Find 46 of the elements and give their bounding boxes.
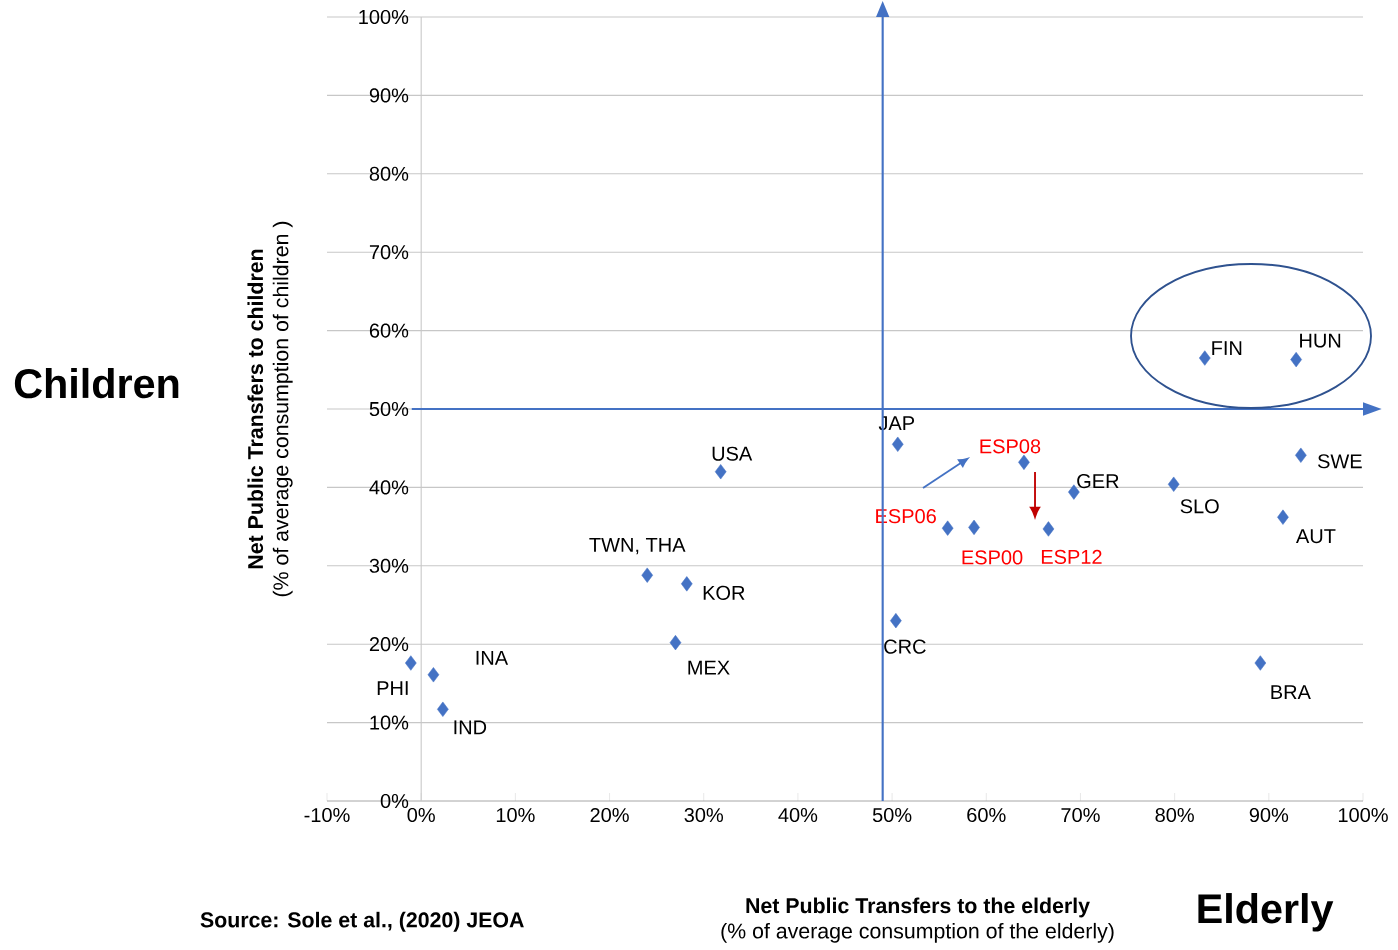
data-label: ESP12 [1041, 549, 1102, 565]
data-label: INA [476, 650, 509, 665]
data-label: SLO [1180, 499, 1219, 514]
data-label: MEX [688, 660, 730, 675]
x-tick-label: 0% [407, 807, 435, 823]
y-tick-label: 100% [359, 9, 409, 25]
y-tick-label: 40% [369, 480, 409, 495]
data-label: GER [1077, 474, 1119, 489]
data-label: ESP08 [980, 439, 1041, 454]
text: Elderly [1198, 893, 1334, 932]
y-tick-label: 60% [369, 323, 409, 338]
x-tick-label: 50% [872, 807, 912, 823]
x-tick-label: 100% [1338, 807, 1388, 823]
data-label: AUT [1296, 529, 1336, 544]
y-tick-label: 80% [369, 166, 409, 181]
data-label: CRC [884, 639, 926, 654]
y-tick-label: 0% [380, 793, 409, 809]
y-tick-label: 70% [369, 245, 409, 260]
data-label: FIN [1212, 341, 1242, 355]
x-tick-label: 90% [1249, 807, 1289, 823]
x-tick-label: 20% [590, 807, 629, 823]
text: Children [14, 367, 179, 399]
y-tick-label: 90% [369, 88, 409, 103]
data-label: USA [712, 446, 753, 461]
x-tick-label: 40% [778, 807, 818, 823]
data-label: ESP00 [962, 550, 1023, 565]
y-tick-label: 50% [369, 401, 409, 417]
data-label: SWE [1317, 454, 1362, 469]
data-label: HUN [1300, 333, 1341, 348]
x-tick-label: 80% [1155, 807, 1194, 823]
source-note: Source: Sole et al., (2020) JEOA [200, 911, 524, 932]
x-axis-title: Net Public Transfers to the elderly (% of average consumption of the elderly) [721, 897, 1114, 943]
y-tick-label: 30% [369, 558, 409, 573]
x-tick-label: 10% [496, 807, 535, 823]
y-tick-label: 20% [369, 637, 409, 652]
x-tick-label: 30% [684, 807, 724, 823]
data-label: BRA [1271, 685, 1311, 699]
y-axis-title: Net Public Transfers to children (% of average consumption of children ) [247, 221, 293, 597]
data-label: TWN, THA [589, 538, 686, 555]
data-label: IND [454, 720, 487, 735]
x-tick-label: -10% [304, 807, 350, 823]
data-label: PHI [377, 681, 408, 695]
y-tick-label: 10% [370, 715, 409, 730]
x-tick-label: 70% [1061, 807, 1100, 823]
x-tick-label: 60% [967, 807, 1006, 823]
data-label: KOR [703, 585, 745, 600]
